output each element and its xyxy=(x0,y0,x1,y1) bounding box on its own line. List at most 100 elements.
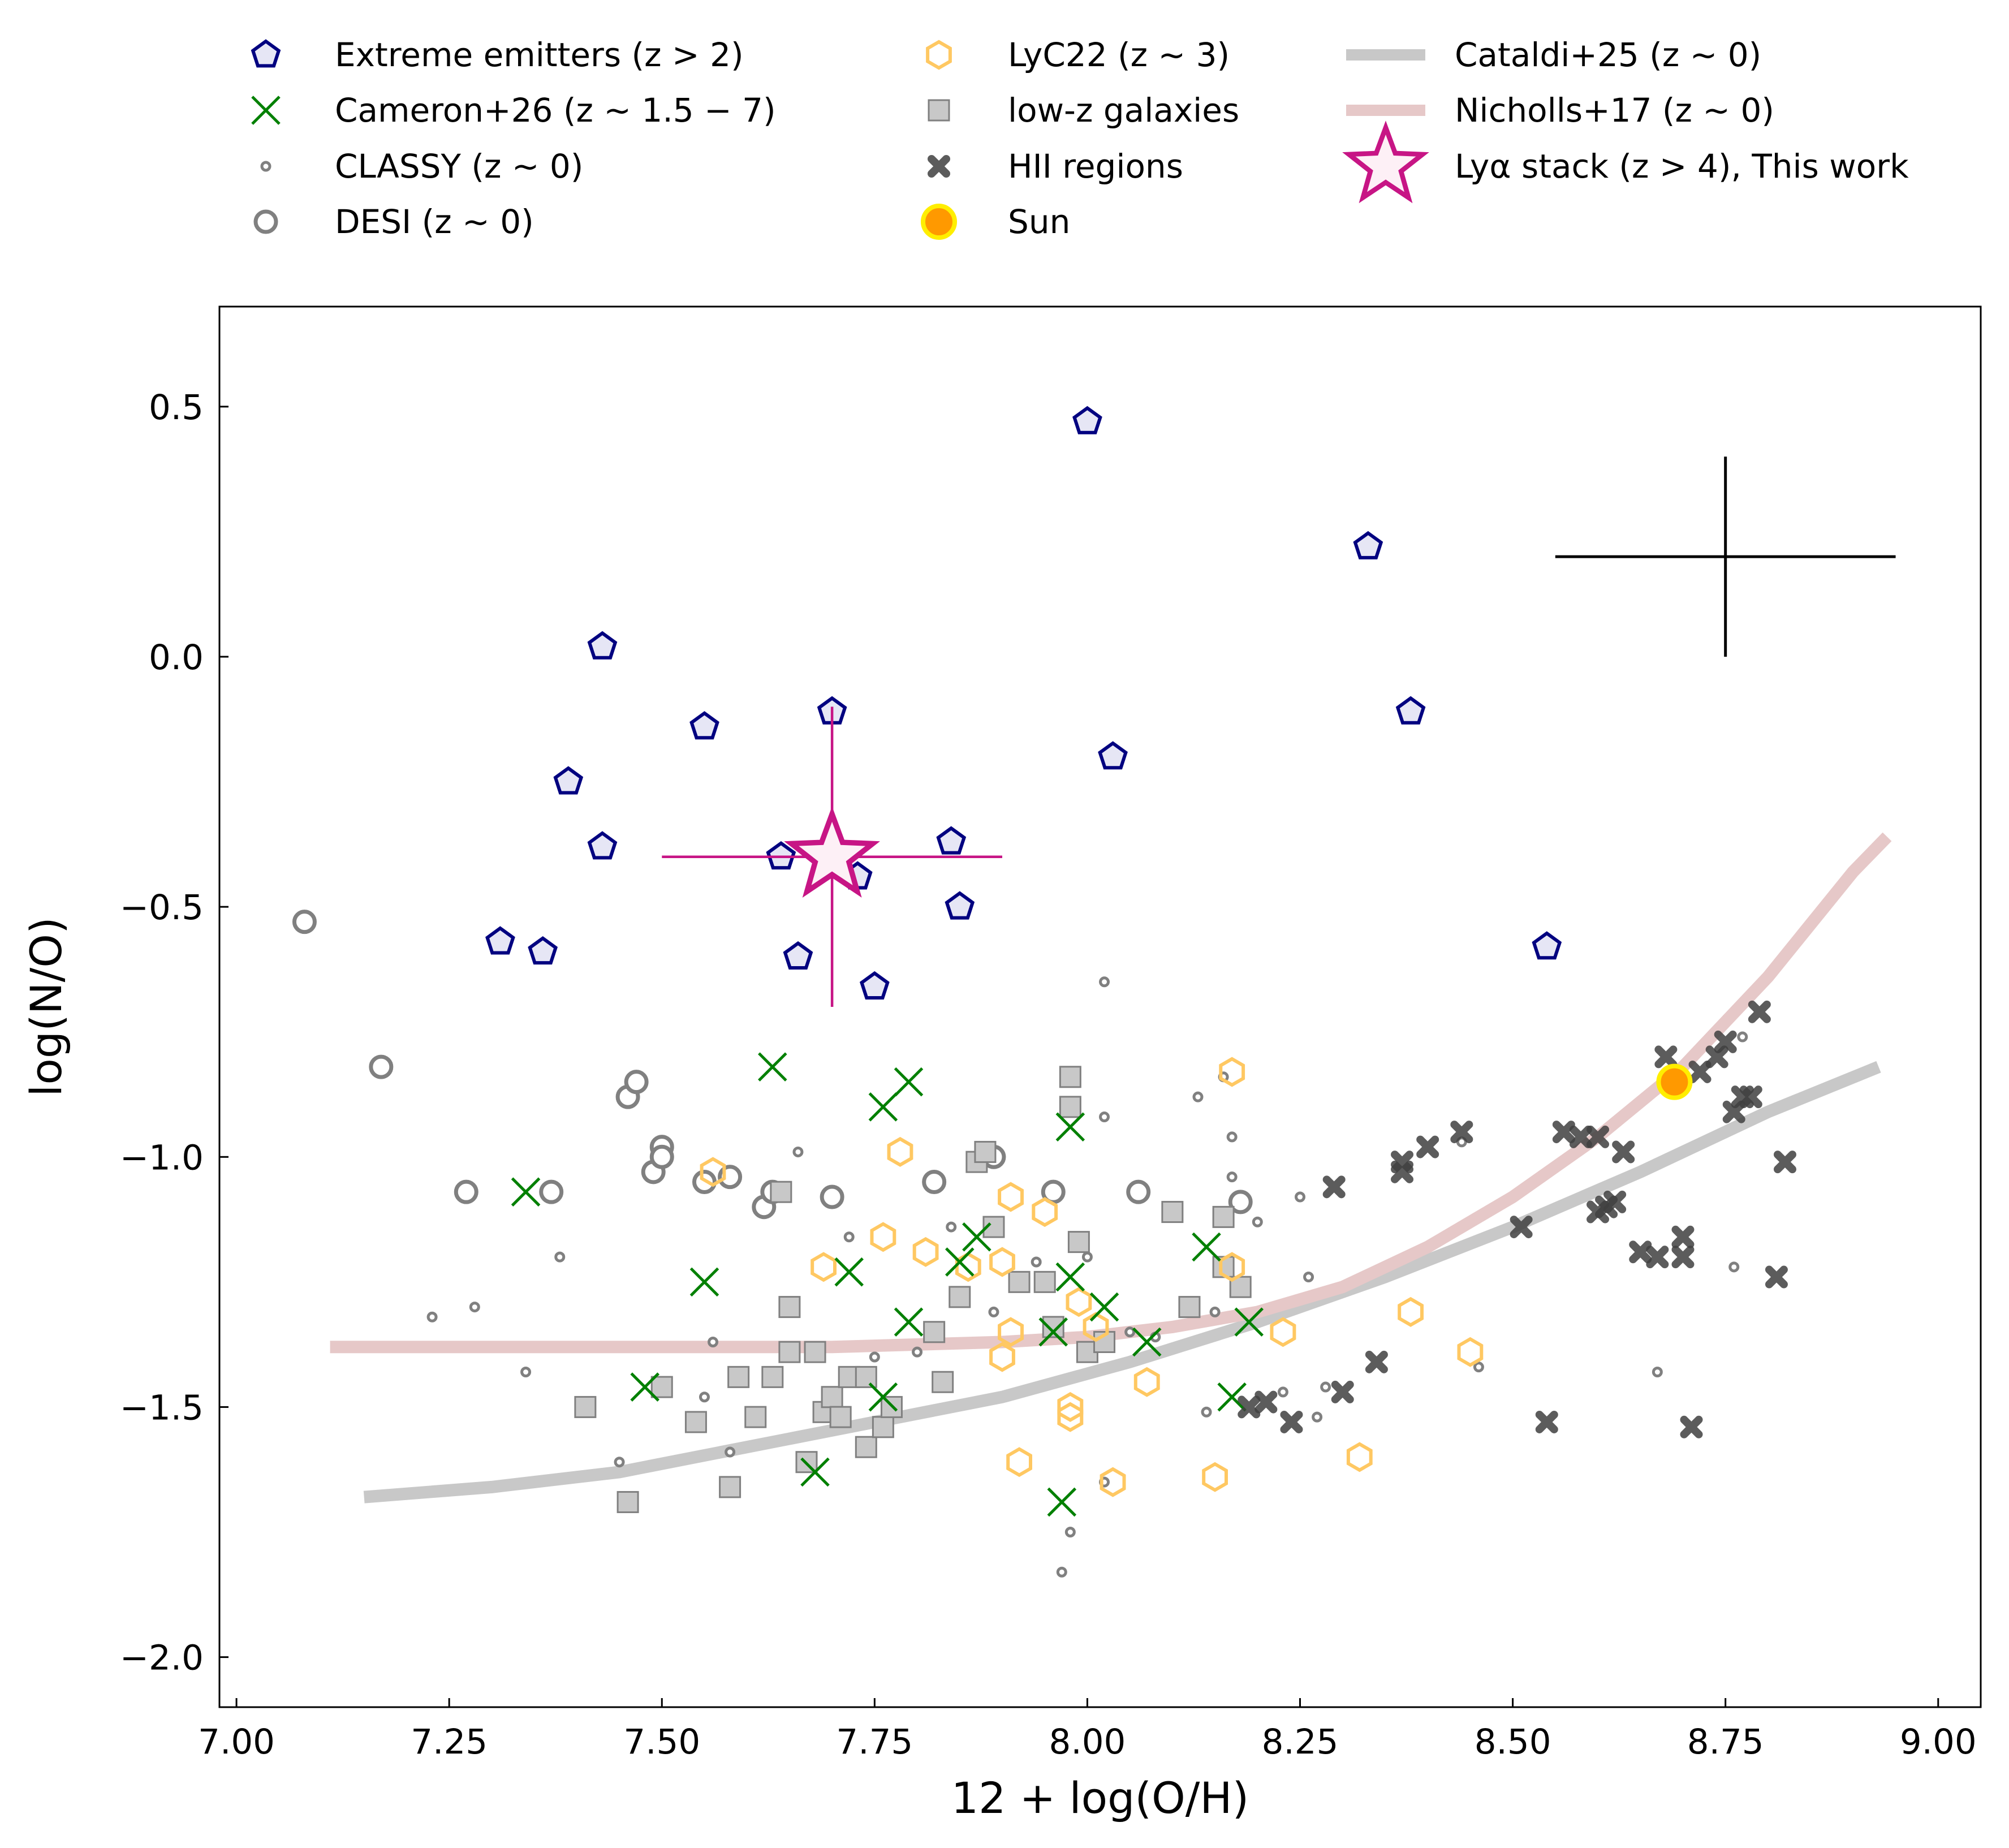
point-cameron xyxy=(758,1052,787,1082)
point-classy xyxy=(426,1311,438,1323)
point-desi xyxy=(292,910,317,934)
point-hii xyxy=(1450,1121,1473,1144)
point-hii xyxy=(1612,1140,1635,1164)
point-classy xyxy=(725,1446,736,1458)
y-tick-label: −1.0 xyxy=(120,1138,204,1178)
y-axis-ticks: 0.5 0.0 −0.5 −1.0 −1.5 −2.0 xyxy=(120,387,229,1678)
series-sun xyxy=(1656,1063,1693,1100)
point-hii xyxy=(1535,1410,1558,1433)
point-lowz xyxy=(617,1491,639,1513)
point-classy xyxy=(843,1231,855,1243)
point-hii xyxy=(1552,1121,1575,1144)
point-classy xyxy=(1252,1216,1263,1227)
point-hii xyxy=(1391,1151,1414,1174)
point-lowz xyxy=(770,1181,792,1203)
point-hii xyxy=(1722,1100,1745,1123)
point-classy xyxy=(1320,1381,1331,1393)
point-cameron xyxy=(894,1307,924,1337)
point-lyc22 xyxy=(1083,1312,1109,1342)
point-hii xyxy=(1654,1045,1678,1069)
point-extreme xyxy=(1072,406,1102,434)
point-lyc22 xyxy=(912,1237,939,1267)
point-lyc22 xyxy=(1346,1442,1373,1472)
point-lowz xyxy=(1033,1270,1056,1293)
point-classy xyxy=(699,1392,710,1403)
point-classy xyxy=(1201,1406,1212,1418)
point-lyc22 xyxy=(1219,1252,1245,1282)
legend-marker-desi xyxy=(253,209,278,234)
point-lyc22 xyxy=(887,1136,913,1167)
point-classy xyxy=(1652,1367,1663,1378)
point-classy xyxy=(1226,1171,1238,1183)
point-lowz xyxy=(744,1406,767,1428)
point-extreme xyxy=(936,826,967,855)
point-lowz xyxy=(923,1321,946,1343)
point-hii xyxy=(1280,1410,1303,1433)
point-classy xyxy=(946,1221,957,1233)
point-cameron xyxy=(962,1222,991,1252)
point-classy xyxy=(614,1457,625,1468)
legend-marker-hii xyxy=(928,155,950,178)
point-hii xyxy=(1671,1225,1695,1248)
point-extreme xyxy=(587,631,618,660)
point-extreme xyxy=(1353,531,1383,559)
point-hii xyxy=(1510,1216,1533,1239)
point-classy xyxy=(1456,1136,1467,1148)
point-lowz xyxy=(684,1411,707,1433)
point-extreme xyxy=(553,766,584,795)
point-hii xyxy=(1603,1190,1627,1213)
legend-label-sun: Sun xyxy=(1008,203,1070,241)
point-classy xyxy=(1209,1306,1221,1317)
point-lowz xyxy=(1042,1316,1064,1338)
point-hii xyxy=(1569,1125,1592,1148)
point-hii xyxy=(1680,1415,1703,1438)
point-extreme xyxy=(766,841,796,870)
point-cameron xyxy=(630,1372,659,1402)
x-tick-label: 9.00 xyxy=(1900,1722,1977,1762)
point-extreme xyxy=(1098,741,1128,770)
point-lowz xyxy=(1008,1270,1031,1293)
point-cameron xyxy=(834,1257,864,1287)
data-points xyxy=(292,406,1796,1578)
curve-cataldi xyxy=(363,1061,1881,1504)
point-cameron xyxy=(800,1457,830,1487)
point-classy xyxy=(520,1367,532,1378)
model-curves xyxy=(330,832,1892,1504)
point-lowz xyxy=(880,1395,903,1418)
point-classy xyxy=(1031,1256,1042,1268)
point-lyc22 xyxy=(1057,1402,1084,1432)
legend-label-extreme: Extreme emitters (z > 2) xyxy=(335,36,744,74)
y-tick-label: −1.5 xyxy=(120,1388,204,1428)
point-lowz xyxy=(1059,1066,1081,1088)
y-tick-label: 0.0 xyxy=(149,637,204,678)
point-classy xyxy=(912,1346,923,1358)
point-hii xyxy=(1739,1085,1762,1109)
point-lowz xyxy=(719,1476,741,1498)
point-cameron xyxy=(868,1382,898,1412)
point-extreme xyxy=(945,891,975,920)
series-lyc22 xyxy=(700,1057,1484,1497)
point-cameron xyxy=(1038,1317,1068,1347)
point-classy xyxy=(1081,1251,1093,1263)
point-hii xyxy=(1331,1380,1354,1403)
x-tick-label: 8.25 xyxy=(1262,1722,1339,1762)
point-desi xyxy=(820,1184,844,1209)
point-classy xyxy=(1277,1386,1288,1398)
point-cameron xyxy=(894,1067,924,1097)
point-classy xyxy=(1099,976,1110,988)
point-hii xyxy=(1765,1265,1788,1289)
point-lowz xyxy=(829,1406,852,1428)
point-classy xyxy=(869,1351,880,1363)
legend-label-cameron: Cameron+26 (z ∼ 1.5 − 7) xyxy=(335,91,776,130)
point-lowz xyxy=(1161,1201,1184,1224)
x-tick-label: 8.00 xyxy=(1049,1722,1126,1762)
legend-marker-classy xyxy=(260,161,271,172)
point-hii xyxy=(1322,1175,1346,1199)
point-lowz xyxy=(949,1286,971,1308)
point-hii xyxy=(1705,1045,1728,1069)
point-extreme xyxy=(587,831,618,860)
point-cameron xyxy=(1234,1307,1264,1337)
series-extreme xyxy=(485,406,1562,1000)
point-lowz xyxy=(872,1416,894,1438)
